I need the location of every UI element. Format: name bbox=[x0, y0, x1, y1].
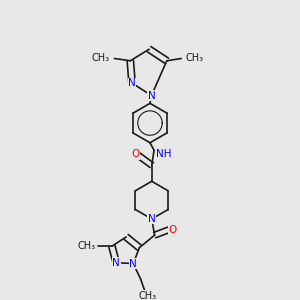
Text: N: N bbox=[129, 259, 137, 269]
Text: N: N bbox=[148, 214, 156, 224]
Text: CH₃: CH₃ bbox=[186, 53, 204, 64]
Text: NH: NH bbox=[156, 149, 171, 159]
Text: CH₃: CH₃ bbox=[77, 241, 95, 251]
Text: O: O bbox=[131, 149, 140, 159]
Text: CH₃: CH₃ bbox=[138, 291, 156, 300]
Text: N: N bbox=[148, 91, 155, 100]
Text: O: O bbox=[168, 225, 177, 235]
Text: N: N bbox=[112, 258, 120, 268]
Text: CH₃: CH₃ bbox=[91, 53, 109, 64]
Text: N: N bbox=[128, 78, 136, 88]
